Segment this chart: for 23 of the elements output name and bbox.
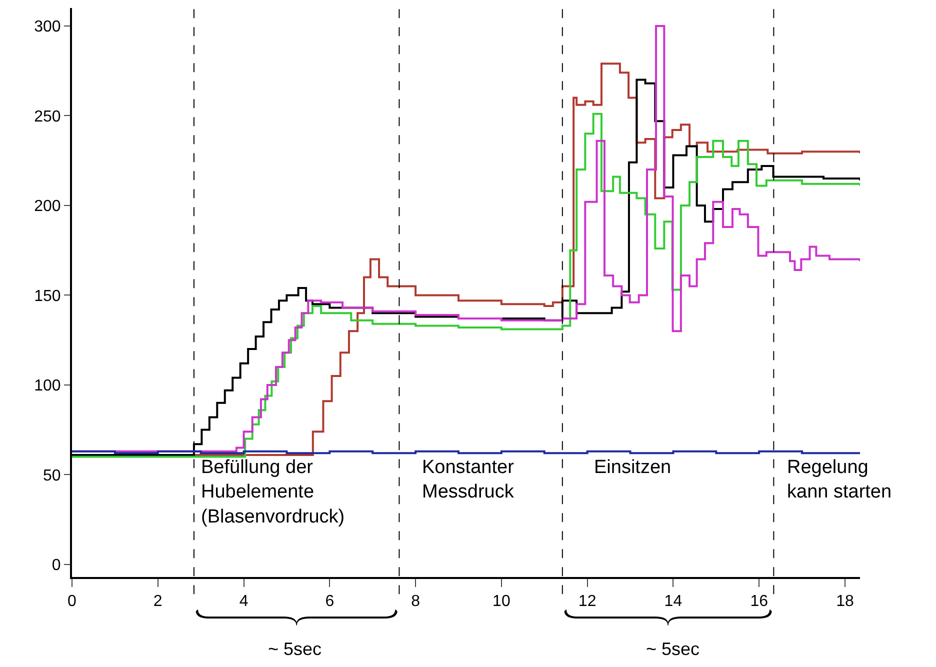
x-tick-label: 16 bbox=[750, 593, 768, 610]
y-tick-label: 200 bbox=[34, 198, 61, 216]
y-tick-label: 150 bbox=[34, 288, 61, 305]
y-tick-label: 300 bbox=[34, 18, 61, 36]
annotation: Konstanter Messdruck bbox=[422, 457, 515, 503]
x-tick-label: 0 bbox=[68, 593, 77, 610]
annotation: Einsitzen bbox=[594, 457, 672, 478]
annotation: Regelung kann starten bbox=[787, 457, 892, 503]
x-tick-label: 14 bbox=[664, 593, 682, 610]
x-tick-label: 6 bbox=[325, 593, 334, 610]
x-tick-label: 18 bbox=[836, 593, 854, 610]
x-tick-label: 12 bbox=[578, 593, 596, 610]
text: ~ 5sec bbox=[268, 639, 322, 659]
text: ~ 5sec bbox=[646, 639, 700, 659]
x-tick-label: 4 bbox=[239, 593, 248, 610]
y-tick-label: 250 bbox=[34, 108, 61, 126]
annotation: Befüllung der Hubelemente (Blasenvordruck) bbox=[201, 457, 345, 528]
y-tick-label: 50 bbox=[43, 467, 61, 484]
y-tick-label: 100 bbox=[34, 378, 61, 395]
x-tick-label: 8 bbox=[411, 593, 420, 610]
x-tick-label: 10 bbox=[492, 593, 510, 610]
x-tick-label: 2 bbox=[153, 593, 162, 610]
y-tick-label: 0 bbox=[52, 557, 61, 574]
